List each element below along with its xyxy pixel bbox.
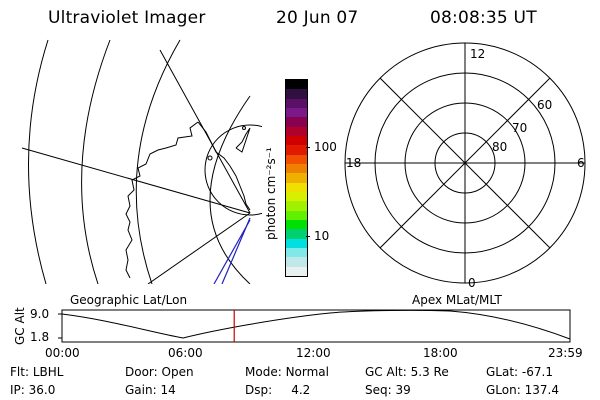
colorbar-swatch (286, 107, 307, 118)
map-lat-arc (28, 39, 49, 284)
footer-value: 5.3 Re (410, 365, 449, 379)
coastline (125, 121, 199, 279)
colorbar-swatch (286, 219, 307, 230)
map-lat-arc (135, 39, 181, 284)
footer-glat: GLat: -67.1 (486, 365, 553, 379)
colorbar-swatch (286, 89, 307, 99)
footer-filter: Flt: LBHL (10, 365, 63, 379)
colorbar-swatch (286, 247, 307, 258)
colorbar-swatch (286, 238, 307, 248)
colorbar-swatch (286, 257, 307, 267)
footer-gain: Gain: 14 (125, 383, 176, 397)
timeline-plot (58, 309, 571, 343)
colorbar-tick (306, 236, 310, 237)
polar-label-12: 12 (470, 47, 486, 61)
footer-glon: GLon: 137.4 (486, 383, 559, 397)
footer-label: Flt: (10, 365, 29, 379)
track-lines (213, 217, 251, 284)
colorbar (285, 79, 308, 277)
footer-label: GLat: (486, 365, 519, 379)
footer-label: IP: (10, 383, 25, 397)
coastline (197, 121, 251, 211)
polar-label-0: 0 (468, 276, 476, 290)
coastline (242, 126, 246, 130)
polar-label-18: 18 (346, 156, 362, 170)
colorbar-swatch (286, 135, 307, 146)
footer-value: Open (161, 365, 194, 379)
polar-label-70: 70 (512, 121, 528, 135)
footer-value: 14 (160, 383, 176, 397)
colorbar-swatch (286, 145, 307, 155)
colorbar-swatch (286, 154, 307, 164)
footer-label: Dsp: (245, 383, 273, 397)
colorbar-swatch (286, 266, 307, 276)
colorbar-swatch (286, 210, 307, 220)
colorbar-swatch (286, 182, 307, 192)
y-tick-label: 9.0 (30, 307, 50, 321)
footer-value: 39 (395, 383, 411, 397)
footer-door: Door: Open (125, 365, 194, 379)
colorbar-tick (306, 147, 310, 148)
x-tick-label: 12:00 (296, 346, 331, 360)
map-meridian (147, 212, 251, 284)
colorbar-swatch (286, 201, 307, 211)
footer-gc-alt: GC Alt: 5.3 Re (365, 365, 449, 379)
footer-label: GLon: (486, 383, 521, 397)
title: Ultraviolet Imager (48, 8, 206, 28)
footer-value: Normal (285, 365, 329, 379)
x-tick-label: 23:59 (548, 346, 583, 360)
time: 08:08:35 UT (430, 8, 537, 28)
polar-label-60: 60 (537, 98, 553, 112)
map-meridian (21, 147, 251, 214)
footer-dsp: Dsp: 4.2 (245, 383, 310, 397)
altitude-curve (61, 309, 571, 340)
colorbar-swatch (286, 117, 307, 127)
timeline-right-label: Apex MLat/MLT (412, 293, 502, 307)
colorbar-swatch (286, 163, 307, 174)
footer-value: LBHL (32, 365, 64, 379)
footer-label: Gain: (125, 383, 157, 397)
colorbar-swatch (286, 229, 307, 239)
footer-value: -67.1 (521, 365, 553, 379)
timeline-axis-title: GC Alt (13, 307, 27, 345)
footer-mode: Mode: Normal (245, 365, 329, 379)
footer-label: Door: (125, 365, 158, 379)
colorbar-swatch (286, 173, 307, 183)
map-lat-circle (204, 124, 262, 216)
footer-label: Mode: (245, 365, 282, 379)
x-tick-label: 00:00 (45, 346, 80, 360)
footer-value: 137.4 (524, 383, 559, 397)
map-lat-arc (81, 39, 111, 284)
colorbar-tick-label: 100 (314, 140, 337, 154)
date: 20 Jun 07 (276, 8, 359, 28)
colorbar-swatch (286, 191, 307, 202)
colorbar-swatch (286, 80, 307, 90)
polar-label-6: 6 (577, 156, 585, 170)
colorbar-unit-label: photon cm⁻²s⁻¹ (264, 147, 278, 240)
polar-label-80: 80 (492, 140, 508, 154)
footer-value: 4.2 (291, 383, 311, 397)
coastline (235, 127, 251, 153)
footer-label: GC Alt: (365, 365, 407, 379)
polar-diagonal (379, 77, 551, 249)
footer-value: 36.0 (28, 383, 56, 397)
timeline-frame (61, 309, 571, 343)
footer-label: Seq: (365, 383, 392, 397)
polar-plot (344, 42, 586, 284)
coastline (207, 155, 213, 161)
colorbar-swatch (286, 98, 307, 108)
y-tick-label: 1.8 (30, 330, 50, 344)
map-lat-arc (209, 95, 251, 284)
colorbar-tick-label: 10 (314, 229, 330, 243)
colorbar-swatch (286, 126, 307, 136)
timeline-left-label: Geographic Lat/Lon (70, 293, 188, 307)
footer-ip: IP: 36.0 (10, 383, 55, 397)
footer-seq: Seq: 39 (365, 383, 411, 397)
x-tick-label: 18:00 (423, 346, 458, 360)
x-tick-label: 06:00 (168, 346, 203, 360)
